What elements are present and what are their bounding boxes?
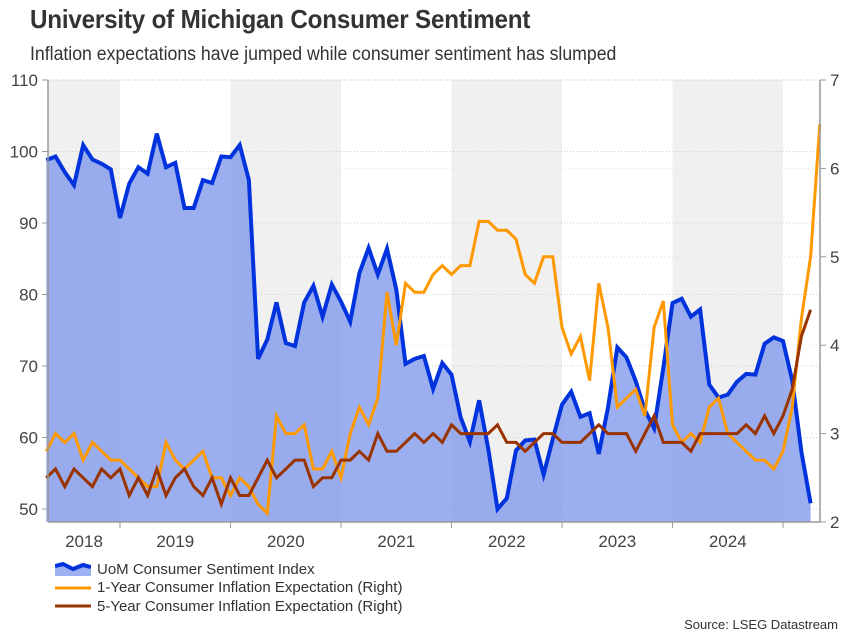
series-line-five-year bbox=[45, 309, 813, 509]
axes: 50 60 70 80 90 100 110 2 3 4 5 6 7 2018 2019 2020 2021 20… bbox=[10, 71, 840, 551]
x-tick-label-2019: 2019 bbox=[156, 532, 194, 551]
x-tick-label-2023: 2023 bbox=[598, 532, 636, 551]
x-tick-label-2021: 2021 bbox=[377, 532, 415, 551]
x-tick-label-2024: 2024 bbox=[709, 532, 747, 551]
x-tick-label-2018: 2018 bbox=[65, 532, 103, 551]
legend-item-one-year[interactable]: 1-Year Consumer Inflation Expectation (R… bbox=[55, 579, 402, 598]
right-tick-label-7: 7 bbox=[830, 71, 839, 90]
legend-swatch-sentiment bbox=[55, 562, 91, 577]
sentiment-area-fill bbox=[46, 133, 811, 522]
legend-label-sentiment: UoM Consumer Sentiment Index bbox=[97, 560, 315, 578]
legend-item-sentiment[interactable]: UoM Consumer Sentiment Index bbox=[55, 560, 402, 579]
legend-swatch-five-year bbox=[55, 604, 91, 608]
chart-title: University of Michigan Consumer Sentimen… bbox=[30, 4, 531, 34]
series-lines bbox=[44, 124, 822, 517]
left-tick-label-70: 70 bbox=[19, 357, 38, 376]
chart-subtitle: Inflation expectations have jumped while… bbox=[30, 44, 617, 65]
x-tick-label-2020: 2020 bbox=[267, 532, 305, 551]
legend-swatch-one-year bbox=[55, 586, 91, 590]
legend-label-one-year: 1-Year Consumer Inflation Expectation (R… bbox=[97, 579, 403, 597]
series-line-sentiment bbox=[45, 133, 813, 514]
source-note: Source: LSEG Datastream bbox=[684, 617, 838, 632]
left-tick-label-80: 80 bbox=[19, 286, 38, 305]
x-tick-label-2022: 2022 bbox=[488, 532, 526, 551]
left-tick-label-50: 50 bbox=[19, 500, 38, 519]
right-tick-label-2: 2 bbox=[830, 513, 839, 532]
right-tick-label-5: 5 bbox=[830, 248, 839, 267]
sentiment-area bbox=[46, 133, 811, 522]
right-tick-label-6: 6 bbox=[830, 159, 839, 178]
legend: UoM Consumer Sentiment Index 1-Year Cons… bbox=[55, 560, 402, 616]
right-tick-label-3: 3 bbox=[830, 425, 839, 444]
left-tick-label-60: 60 bbox=[19, 429, 38, 448]
left-tick-label-90: 90 bbox=[19, 214, 38, 233]
left-tick-label-110: 110 bbox=[11, 71, 38, 90]
left-tick-label-100: 100 bbox=[10, 143, 38, 162]
legend-label-five-year: 5-Year Consumer Inflation Expectation (R… bbox=[97, 597, 403, 615]
right-tick-label-4: 4 bbox=[830, 336, 839, 355]
legend-item-five-year[interactable]: 5-Year Consumer Inflation Expectation (R… bbox=[55, 597, 402, 616]
series-line-one-year bbox=[44, 124, 822, 517]
